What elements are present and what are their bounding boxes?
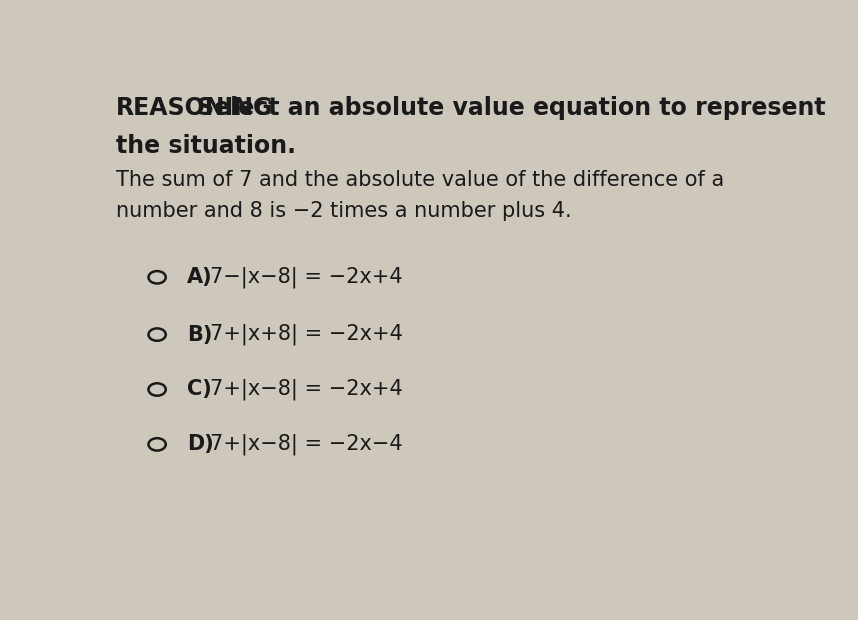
Text: The sum of 7 and the absolute value of the difference of a: The sum of 7 and the absolute value of t… [116, 170, 724, 190]
Text: 7−|x−8| = −2x+4: 7−|x−8| = −2x+4 [210, 267, 403, 288]
Text: 7+|x−8| = −2x−4: 7+|x−8| = −2x−4 [210, 433, 403, 455]
Text: D): D) [187, 435, 214, 454]
Text: number and 8 is −2 times a number plus 4.: number and 8 is −2 times a number plus 4… [116, 201, 571, 221]
Text: C): C) [187, 379, 212, 399]
Text: REASONING: REASONING [116, 96, 273, 120]
Text: 7+|x−8| = −2x+4: 7+|x−8| = −2x+4 [210, 379, 403, 401]
Text: A): A) [187, 267, 213, 287]
Text: the situation.: the situation. [116, 134, 296, 158]
Text: B): B) [187, 325, 213, 345]
Text: 7+|x+8| = −2x+4: 7+|x+8| = −2x+4 [210, 324, 403, 345]
Text: Select an absolute value equation to represent: Select an absolute value equation to rep… [197, 96, 825, 120]
